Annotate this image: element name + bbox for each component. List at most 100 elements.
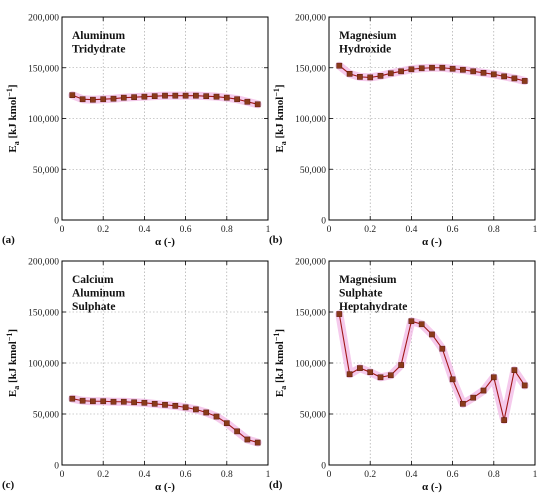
x-tick-label: 0.6 [447, 470, 459, 480]
data-point [377, 374, 384, 381]
y-axis-label: Ea [kJ kmol−1] [272, 329, 288, 397]
y-tick-label: 50,000 [33, 166, 59, 176]
data-point [69, 395, 76, 402]
data-point [511, 367, 518, 373]
data-point [429, 331, 435, 338]
x-tick-label: 0.6 [447, 225, 459, 235]
data-point [449, 376, 456, 383]
panel-title-line: Tridydrate [72, 44, 125, 56]
x-tick-label: 0.4 [405, 225, 417, 235]
series-highlight [335, 310, 529, 425]
x-axis-label: α (-) [422, 481, 442, 493]
panel-title-line: Heptahydrate [339, 301, 407, 313]
x-tick-label: 0.8 [488, 225, 500, 235]
data-point [336, 311, 343, 317]
data-point [439, 345, 446, 352]
chart-panel-3: 0 0.2 0.4 0.6 0.8 1 0 50,000 100,000 150,000 200,0… [2, 258, 271, 494]
panel-title-line: Hydroxide [339, 44, 391, 56]
data-point [357, 365, 363, 371]
data-point [449, 65, 456, 72]
panel-title-line: Sulphate [72, 301, 115, 313]
data-point [90, 398, 96, 405]
data-point [501, 73, 507, 80]
data-point [418, 321, 425, 328]
data-point [213, 93, 220, 100]
x-axis-label: α (-) [422, 236, 442, 248]
data-point [90, 96, 96, 103]
data-point [110, 398, 117, 405]
data-point [182, 404, 189, 411]
y-tick-label: 100,000 [28, 360, 59, 370]
data-point [244, 98, 251, 105]
data-point [490, 374, 497, 381]
data-point [223, 420, 230, 427]
data-point [100, 398, 107, 405]
panel-title-line: Aluminum [72, 30, 125, 42]
data-point [254, 439, 261, 446]
data-point [429, 64, 435, 71]
data-point [367, 369, 374, 376]
data-point [244, 436, 251, 443]
y-tick-label: 150,000 [28, 64, 59, 74]
chart-panel-2: 0 0.2 0.4 0.6 0.8 1 0 50,000 100,000 150,000 200,0… [269, 14, 538, 249]
x-tick-label: 1 [533, 225, 538, 235]
data-point [182, 92, 189, 99]
data-point [254, 101, 261, 108]
data-point [172, 92, 179, 99]
data-point [460, 400, 466, 407]
y-tick-label: 50,000 [33, 411, 59, 421]
y-tick-label: 200,000 [295, 14, 326, 24]
data-point [501, 417, 507, 423]
data-point [193, 406, 199, 413]
data-point [470, 68, 477, 75]
x-tick-label: 1 [533, 470, 538, 480]
panel-label: (c) [2, 479, 15, 491]
data-point [223, 94, 230, 101]
x-axis-label: α (-) [155, 481, 175, 493]
data-point [141, 399, 148, 406]
data-point [234, 428, 240, 435]
data-point [141, 93, 148, 100]
x-tick-label: 0.8 [488, 470, 500, 480]
data-point [387, 70, 394, 77]
x-tick-label: 0.2 [364, 225, 376, 235]
panel-label: (b) [269, 234, 283, 246]
panel-title-line: Magnesium [339, 30, 397, 42]
data-point [162, 92, 168, 99]
y-axis-label: Ea [kJ kmol−1] [5, 84, 21, 152]
panel-label: (a) [2, 234, 15, 246]
data-point [203, 409, 210, 416]
data-point [408, 318, 415, 325]
data-point [151, 93, 158, 100]
data-point [460, 66, 466, 73]
y-tick-label: 100,000 [295, 360, 326, 370]
x-tick-label: 0.2 [364, 470, 376, 480]
data-point [387, 372, 394, 379]
data-point [162, 401, 168, 408]
x-tick-label: 0.6 [180, 225, 192, 235]
data-point [398, 362, 404, 368]
data-point [151, 400, 158, 407]
x-tick-label: 1 [266, 470, 271, 480]
panel-title-line: Magnesium [339, 274, 397, 286]
panel-title-line: Aluminum [72, 288, 125, 300]
data-point [79, 397, 86, 404]
y-tick-label: 50,000 [300, 411, 326, 421]
y-axis-label: Ea [kJ kmol−1] [5, 329, 21, 397]
data-point [131, 399, 137, 406]
y-tick-label: 0 [54, 217, 59, 227]
y-axis-label: Ea [kJ kmol−1] [272, 84, 288, 152]
x-tick-label: 0.8 [221, 225, 233, 235]
data-point [193, 92, 199, 99]
data-point [100, 96, 107, 103]
x-tick-label: 0.8 [221, 470, 233, 480]
y-tick-label: 100,000 [28, 115, 59, 125]
data-point [79, 96, 86, 103]
data-point [120, 94, 127, 101]
data-point [377, 73, 384, 79]
x-axis-label: α (-) [155, 236, 175, 248]
data-point [398, 68, 404, 75]
y-tick-label: 0 [321, 217, 326, 227]
data-point [110, 95, 117, 102]
